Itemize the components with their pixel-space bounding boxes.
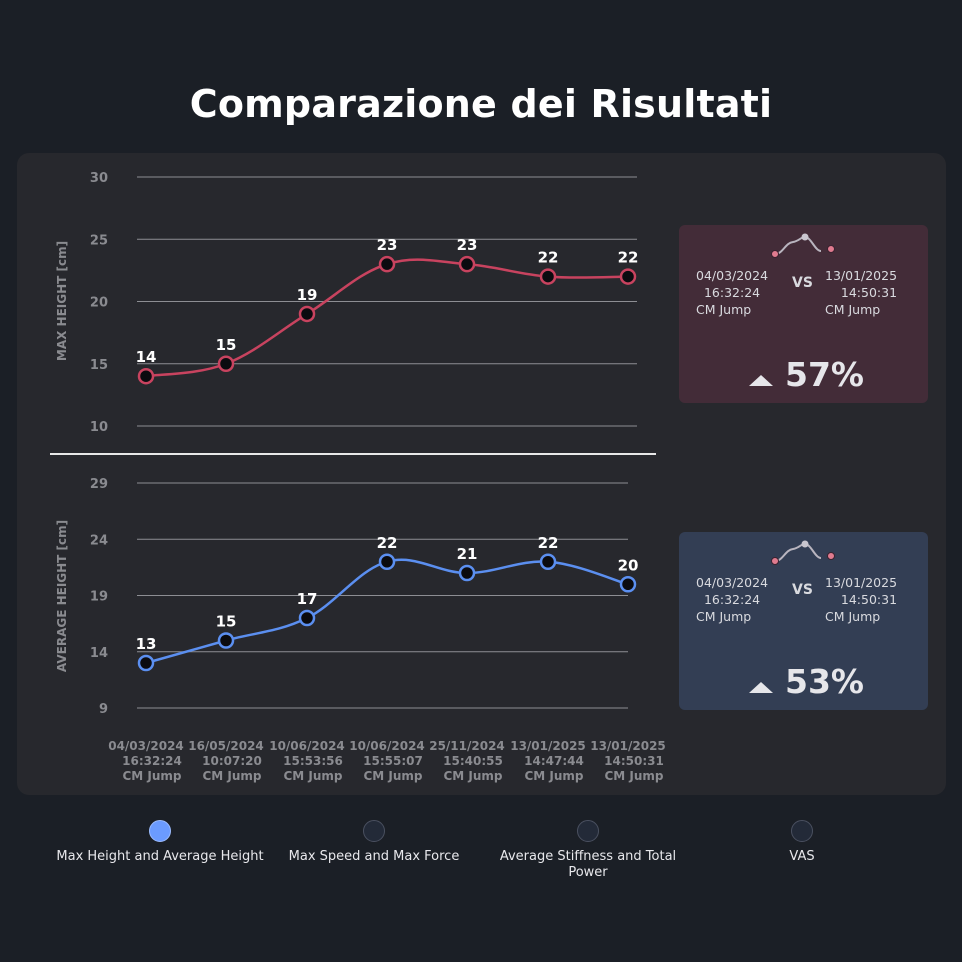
- to-date: 13/01/2025: [825, 575, 898, 590]
- tab-max-height-average-height[interactable]: Max Height and Average Height: [50, 820, 270, 865]
- from-session: 04/03/2024 16:32:24 CM Jump: [696, 267, 768, 318]
- tab-average-stiffness-total-power[interactable]: Average Stiffness and Total Power: [498, 820, 678, 881]
- data-point: [539, 268, 557, 285]
- to-test: CM Jump: [825, 302, 881, 317]
- to-session: 13/01/2025 14:50:31 CM Jump: [825, 574, 897, 625]
- y-tick-label: 19: [90, 590, 108, 605]
- data-label: 17: [297, 590, 318, 608]
- data-label: 23: [457, 236, 478, 254]
- x-tick-label: 13/01/2025 14:47:44 CM Jump: [510, 739, 586, 783]
- data-point: [137, 367, 155, 385]
- data-point: [539, 553, 557, 570]
- data-point: [378, 553, 396, 570]
- data-point: [619, 268, 637, 285]
- x-tick-label: 10/06/2024 15:55:07 CM Jump: [349, 739, 425, 783]
- series-line: [145, 558, 629, 665]
- data-label: 13: [136, 635, 157, 653]
- tab-label: VAS: [789, 849, 815, 864]
- data-point: [217, 355, 235, 372]
- max-height-comparison-card: 04/03/2024 16:32:24 CM Jump VS 13/01/202…: [679, 225, 928, 403]
- percent-change: 53%: [785, 662, 864, 701]
- data-label: 22: [618, 249, 639, 267]
- data-point: [298, 305, 316, 323]
- y-tick-label: 24: [90, 533, 108, 548]
- data-label: 15: [216, 336, 237, 354]
- y-tick-label: 29: [90, 477, 108, 492]
- trend-up-icon: [749, 375, 773, 386]
- y-tick-label: 14: [90, 646, 108, 661]
- from-time: 16:32:24: [703, 592, 761, 607]
- y-tick-label: 15: [90, 358, 108, 373]
- data-label: 19: [297, 286, 318, 304]
- to-date: 13/01/2025: [825, 268, 898, 283]
- tab-max-speed-max-force[interactable]: Max Speed and Max Force: [274, 820, 474, 865]
- from-session: 04/03/2024 16:32:24 CM Jump: [696, 574, 768, 625]
- sparkline-icon: [771, 233, 835, 258]
- tab-vas[interactable]: VAS: [752, 820, 852, 865]
- x-tick-label: 25/11/2024 15:40:55 CM Jump: [429, 739, 505, 783]
- from-test: CM Jump: [696, 609, 752, 624]
- y-tick-label: 10: [90, 420, 108, 435]
- tab-indicator-dot: [791, 820, 813, 842]
- data-label: 14: [136, 348, 157, 366]
- from-date: 04/03/2024: [696, 268, 769, 283]
- data-label: 20: [618, 556, 639, 574]
- y-tick-label: 25: [90, 233, 108, 248]
- data-point: [217, 632, 235, 649]
- x-tick-label: 13/01/2025 14:50:31 CM Jump: [590, 739, 666, 783]
- page-title: Comparazione dei Risultati: [189, 82, 773, 126]
- average-height-chart: 9 14 19 24 29 AVERAGE HEIGHT [cm] 13 15 17 22 21 22…: [55, 477, 638, 717]
- to-session: 13/01/2025 14:50:31 CM Jump: [825, 267, 897, 318]
- from-date: 04/03/2024: [696, 575, 769, 590]
- y-axis-title: AVERAGE HEIGHT [cm]: [55, 520, 69, 672]
- data-label: 22: [377, 534, 398, 552]
- data-label: 22: [538, 534, 559, 552]
- y-tick-label: 9: [99, 702, 108, 717]
- tab-indicator-dot: [363, 820, 385, 842]
- from-test: CM Jump: [696, 302, 752, 317]
- data-point: [298, 609, 316, 627]
- tab-label: Max Height and Average Height: [56, 849, 264, 864]
- data-label: 21: [457, 545, 478, 563]
- y-axis-title: MAX HEIGHT [cm]: [55, 241, 69, 361]
- data-point: [458, 255, 476, 273]
- data-point: [458, 564, 476, 582]
- tab-label: Max Speed and Max Force: [288, 849, 460, 864]
- tab-indicator-dot: [149, 820, 171, 842]
- to-time: 14:50:31: [840, 592, 898, 607]
- percent-change: 57%: [785, 355, 864, 394]
- to-time: 14:50:31: [840, 285, 898, 300]
- x-tick-label: 04/03/2024 16:32:24 CM Jump: [108, 739, 184, 783]
- data-label: 23: [377, 236, 398, 254]
- data-label: 22: [538, 249, 559, 267]
- data-point: [137, 654, 155, 672]
- x-tick-label: 16/05/2024 10:07:20 CM Jump: [188, 739, 264, 783]
- trend-up-icon: [749, 682, 773, 693]
- data-point: [378, 255, 396, 273]
- y-tick-label: 20: [90, 296, 108, 311]
- sparkline-icon: [771, 540, 835, 565]
- to-test: CM Jump: [825, 609, 881, 624]
- from-time: 16:32:24: [703, 285, 761, 300]
- y-tick-label: 30: [90, 171, 108, 186]
- data-label: 15: [216, 613, 237, 631]
- max-height-chart: 10 15 20 25 30 MAX HEIGHT [cm] 14 15 19 23 23 22 22: [55, 171, 638, 435]
- average-height-comparison-card: 04/03/2024 16:32:24 CM Jump VS 13/01/202…: [679, 532, 928, 710]
- data-point: [619, 576, 637, 593]
- vs-label: VS: [792, 582, 813, 598]
- x-tick-label: 10/06/2024 15:53:56 CM Jump: [269, 739, 345, 783]
- tab-label: Average Stiffness and Total Power: [499, 849, 677, 880]
- vs-label: VS: [792, 275, 813, 291]
- tab-indicator-dot: [577, 820, 599, 842]
